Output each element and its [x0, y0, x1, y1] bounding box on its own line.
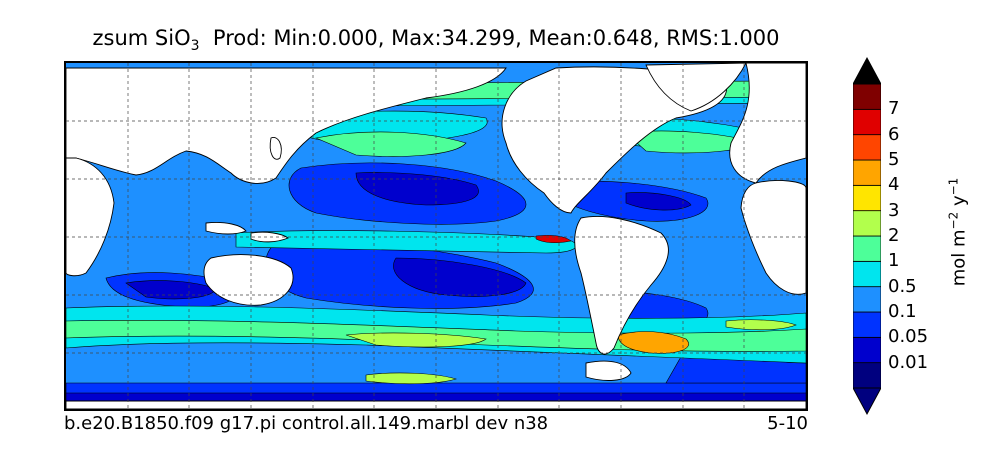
colorbar-tick-label: 0.1 [888, 301, 917, 322]
colorbar [853, 56, 881, 416]
colorbar-segment [853, 235, 881, 262]
colorbar-tick-label: 0.5 [888, 275, 917, 297]
run-name-label: b.e20.B1850.f09 g17.pi control.all.149.m… [64, 413, 549, 434]
colorbar-segment [853, 260, 881, 288]
years-label: 5-10 [767, 413, 808, 434]
colorbar-tick-label: 3 [888, 199, 900, 221]
colorbar-segment [853, 311, 881, 338]
colorbar-tick-label: 1 [888, 250, 900, 272]
colorbar-max-extension [853, 56, 881, 85]
colorbar-segment [853, 184, 881, 212]
colorbar-tick-label: 2 [888, 225, 900, 246]
colorbar-min-extension [853, 387, 881, 416]
colorbar-tick-label: 0.05 [888, 326, 929, 348]
colorbar-segment [853, 134, 881, 161]
colorbar-segment [853, 159, 881, 186]
colorbar-tick-label: 6 [888, 123, 900, 145]
colorbar-unit-label: mol m−2 y−1 [946, 177, 970, 287]
colorbar-tick-label: 7 [888, 98, 900, 120]
colorbar-segment [853, 210, 881, 237]
colorbar-segment [853, 83, 881, 110]
colorbar-segment [853, 362, 881, 389]
plot-title: zsum SiO3 Prod: Min:0.000, Max:34.299, M… [92, 26, 780, 55]
colorbar-segment [853, 336, 881, 364]
ocean-map [64, 61, 808, 411]
colorbar-tick-label: 4 [888, 174, 900, 196]
colorbar-segment [853, 286, 881, 313]
colorbar-segment [853, 108, 881, 136]
colorbar-tick-label: 0.01 [888, 351, 929, 373]
colorbar-tick-label: 5 [888, 149, 900, 170]
